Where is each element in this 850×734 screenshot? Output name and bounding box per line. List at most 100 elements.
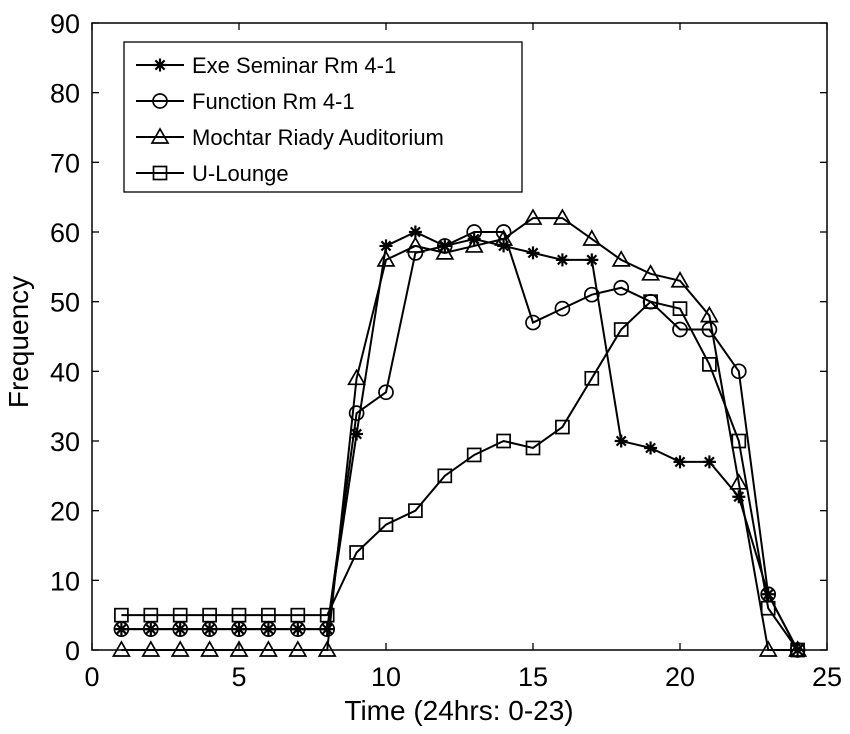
triangle-marker	[405, 236, 425, 253]
square-marker	[319, 607, 335, 623]
triangle-marker	[258, 640, 278, 657]
asterisk-marker	[153, 58, 167, 72]
series-line	[121, 231, 799, 651]
triangle-marker	[611, 250, 631, 267]
y-axis-label: Frequency	[3, 276, 34, 408]
triangle-marker	[670, 271, 690, 288]
y-tick-label: 10	[50, 566, 80, 596]
square-marker	[231, 607, 247, 623]
triangle-marker	[641, 264, 661, 281]
square-marker	[702, 357, 717, 372]
legend-item: U-Lounge	[136, 161, 289, 186]
asterisk-marker	[702, 455, 716, 469]
legend-label: Mochtar Riady Auditorium	[192, 125, 444, 150]
legend-label: Function Rm 4-1	[192, 89, 355, 114]
square-marker	[202, 607, 217, 623]
square-marker	[172, 607, 188, 623]
circle-marker	[152, 93, 168, 109]
asterisk-marker	[644, 441, 658, 455]
asterisk-marker	[350, 427, 364, 441]
square-marker	[408, 503, 423, 519]
asterisk-marker	[555, 253, 569, 267]
asterisk-marker	[526, 246, 540, 260]
axis-ticks: 0 5 10 15 20 25 0 10 20 30 40 50 60 70 80 90	[50, 9, 842, 692]
y-tick-label: 80	[50, 79, 80, 109]
y-tick-label: 70	[50, 148, 80, 178]
y-tick-label: 20	[50, 497, 80, 527]
triangle-marker	[150, 127, 170, 144]
x-axis-label: Time (24hrs: 0-23)	[344, 695, 573, 726]
legend: Exe Seminar Rm 4-1 Function Rm 4-1 Mochtar…	[123, 41, 523, 193]
square-marker	[261, 607, 276, 623]
asterisk-marker	[408, 225, 422, 239]
circle-marker	[378, 384, 394, 401]
square-marker	[152, 165, 168, 181]
legend-item: Function Rm 4-1	[136, 89, 355, 114]
triangle-marker	[523, 208, 543, 225]
triangle-marker	[758, 640, 778, 657]
triangle-marker	[317, 640, 337, 657]
circle-marker	[554, 300, 571, 317]
square-marker	[143, 607, 159, 623]
triangle-marker	[229, 640, 249, 657]
legend-item: Mochtar Riady Auditorium	[136, 125, 444, 150]
x-tick-label: 25	[812, 662, 842, 692]
square-marker	[496, 433, 511, 449]
asterisk-marker	[497, 239, 511, 253]
series-square	[114, 294, 805, 658]
square-marker	[378, 517, 394, 532]
triangle-marker	[347, 368, 367, 386]
triangle-marker	[200, 640, 220, 657]
triangle-marker	[288, 640, 308, 657]
square-marker	[114, 607, 129, 623]
asterisk-marker	[732, 490, 746, 504]
series-layer	[111, 208, 808, 658]
triangle-marker	[111, 640, 131, 657]
triangle-marker	[435, 243, 455, 260]
legend-label: U-Lounge	[192, 161, 289, 186]
y-tick-label: 60	[50, 218, 80, 248]
square-marker	[613, 322, 629, 337]
circle-marker	[583, 286, 600, 303]
square-marker	[555, 419, 570, 435]
x-tick-label: 15	[518, 662, 548, 692]
triangle-marker	[376, 250, 396, 267]
square-marker	[349, 545, 364, 560]
x-tick-label: 5	[231, 662, 246, 692]
asterisk-marker	[379, 239, 393, 253]
legend-item: Exe Seminar Rm 4-1	[136, 53, 396, 78]
square-marker	[760, 600, 776, 616]
square-marker	[466, 447, 482, 463]
circle-marker	[348, 405, 365, 421]
x-tick-label: 10	[371, 662, 401, 692]
triangle-marker	[552, 208, 572, 225]
x-tick-label: 20	[665, 662, 695, 692]
square-marker	[525, 440, 541, 456]
triangle-marker	[729, 473, 749, 490]
triangle-marker	[699, 305, 719, 323]
triangle-marker	[170, 640, 190, 657]
series-line	[121, 300, 799, 651]
triangle-marker	[582, 229, 602, 246]
y-tick-label: 90	[50, 9, 80, 39]
square-marker	[437, 468, 453, 484]
asterisk-marker	[673, 455, 687, 469]
circle-marker	[672, 321, 688, 338]
x-tick-label: 0	[84, 662, 99, 692]
square-marker	[672, 301, 688, 316]
circle-marker	[730, 363, 747, 380]
circle-marker	[613, 279, 630, 296]
y-tick-label: 40	[50, 357, 80, 387]
square-marker	[731, 433, 747, 449]
asterisk-marker	[614, 434, 628, 448]
triangle-marker	[464, 236, 484, 253]
triangle-marker	[494, 229, 514, 246]
y-tick-label: 50	[50, 288, 80, 318]
circle-marker	[525, 314, 541, 331]
circle-marker	[701, 321, 718, 338]
square-marker	[790, 642, 805, 658]
y-tick-label: 30	[50, 427, 80, 457]
legend-label: Exe Seminar Rm 4-1	[192, 53, 396, 78]
y-tick-label: 0	[65, 636, 80, 666]
